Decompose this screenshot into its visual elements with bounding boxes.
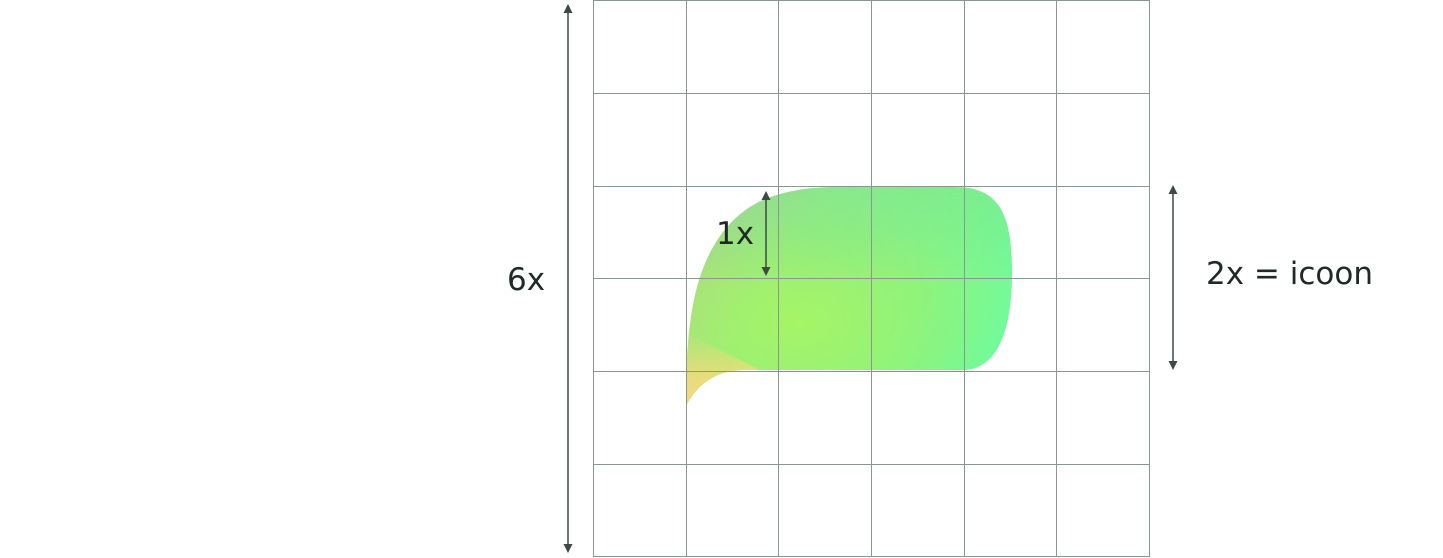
label-6x: 6x: [507, 262, 545, 298]
dimension-arrow-1x: [761, 191, 771, 276]
grid: [593, 0, 1150, 557]
label-1x: 1x: [716, 216, 754, 252]
label-icon-height: 2x = icoon: [1206, 256, 1373, 292]
dimension-arrow-6x: [563, 4, 573, 553]
dimension-arrow-2x: [1168, 185, 1178, 370]
speech-bubble-shape: [686, 187, 1012, 406]
